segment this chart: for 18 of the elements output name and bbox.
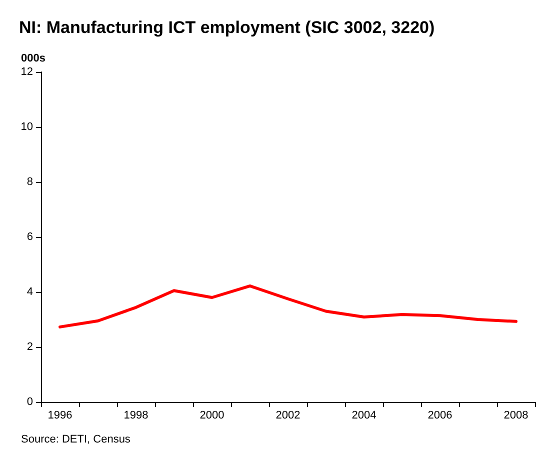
line-series — [58, 284, 518, 328]
x-tick-label: 2006 — [428, 410, 452, 422]
x-tick-label: 1996 — [48, 410, 72, 422]
x-tick-label: 2002 — [276, 410, 300, 422]
source-note: Source: DETI, Census — [21, 434, 131, 446]
y-tick-label: 4 — [26, 286, 33, 298]
y-tick-label: 6 — [26, 231, 33, 243]
x-tick-label: 2000 — [200, 410, 224, 422]
y-tick-label: 12 — [20, 66, 33, 78]
chart-title: NI: Manufacturing ICT employment (SIC 3002, 3220) — [19, 18, 435, 37]
y-tick-label: 8 — [26, 176, 33, 188]
y-tick-label: 2 — [26, 341, 33, 353]
x-tick-label: 1998 — [124, 410, 148, 422]
x-tick-label: 2004 — [352, 410, 376, 422]
y-tick-label: 0 — [26, 396, 33, 408]
y-tick-label: 10 — [20, 121, 33, 133]
y-axis-title: 000s — [21, 52, 46, 64]
x-tick-label: 2008 — [504, 410, 528, 422]
